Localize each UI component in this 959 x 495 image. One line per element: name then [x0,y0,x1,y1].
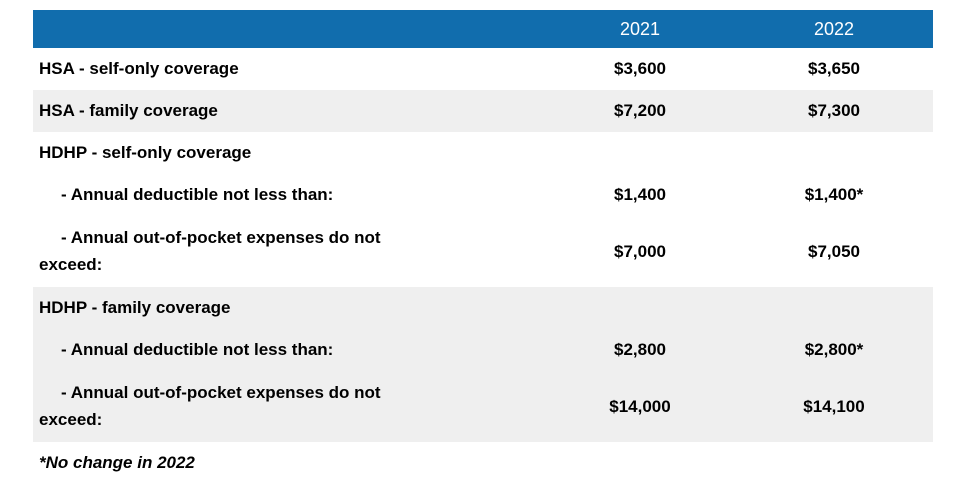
header-year-2021: 2021 [619,18,661,39]
table-row: HSA - family coverage $7,200 $7,300 [33,90,933,132]
table-body: HSA - self-only coverage $3,600 $3,650 H… [33,48,933,442]
table-row: - Annual out-of-pocket expenses do not e… [33,216,933,287]
limits-table: 2021 2022 HSA - self-only coverage $3,60… [33,10,933,442]
table-header-row: 2021 2022 [33,10,933,48]
row-value-2022: $3,650 [808,59,860,78]
row-label: - Annual deductible not less than: [61,339,334,359]
row-value-2022: $7,050 [808,241,860,261]
row-value-2021: $7,000 [614,241,666,261]
row-value-2021: $2,800 [614,340,666,359]
row-value-2022: $1,400* [804,185,864,204]
row-label: - Annual out-of-pocket expenses do not e… [39,383,381,429]
table-row: - Annual deductible not less than: $2,80… [33,329,933,371]
header-year-2022: 2022 [813,18,855,39]
row-label: HSA - self-only coverage [39,58,239,78]
row-label: HDHP - family coverage [39,297,231,317]
row-value-2021: $14,000 [609,396,671,416]
table-row: - Annual deductible not less than: $1,40… [33,174,933,216]
row-label: - Annual deductible not less than: [61,184,334,204]
row-label: HDHP - self-only coverage [39,142,252,162]
table-row: HDHP - self-only coverage [33,132,933,174]
row-value-2021: $3,600 [614,59,666,78]
row-value-2021: $7,200 [614,101,666,120]
table-row: - Annual out-of-pocket expenses do not e… [33,371,933,442]
footnote: *No change in 2022 [39,453,195,472]
row-value-2021: $1,400 [614,185,666,204]
row-value-2022: $7,300 [808,101,860,120]
row-label: - Annual out-of-pocket expenses do not e… [39,228,381,274]
row-value-2022: $2,800* [804,340,864,359]
table-row: HSA - self-only coverage $3,600 $3,650 [33,48,933,90]
table-row: HDHP - family coverage [33,287,933,329]
row-label: HSA - family coverage [39,100,218,120]
row-value-2022: $14,100 [803,396,865,416]
